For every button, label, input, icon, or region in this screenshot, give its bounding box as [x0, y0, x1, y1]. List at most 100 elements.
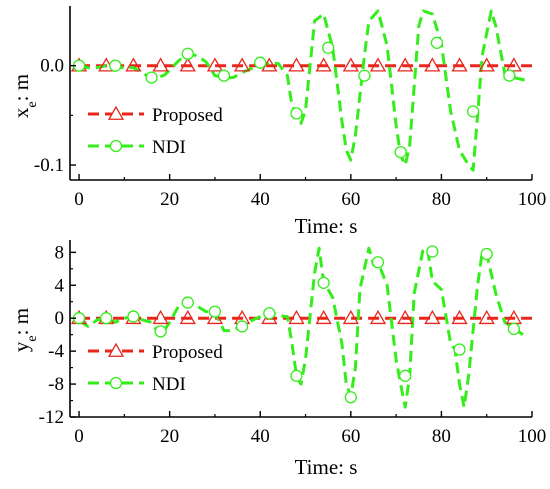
legend-label-ndi: NDI — [152, 137, 186, 158]
marker-ndi — [466, 105, 480, 118]
top-panel-xe: 0 20 40 60 80 100 -0.1 0.0 Time: s xe: m Proposed N… — [9, 6, 546, 238]
marker-ndi — [480, 247, 493, 261]
marker-ndi — [507, 322, 521, 336]
marker-proposed — [152, 309, 169, 325]
marker-proposed — [478, 57, 495, 72]
marker-proposed — [233, 57, 251, 72]
y-axis-label-main: x — [9, 107, 33, 118]
marker-proposed — [179, 57, 196, 72]
legend-marker-ndi — [109, 139, 123, 153]
marker-ndi — [430, 36, 444, 49]
marker-ndi — [503, 69, 516, 82]
marker-ndi — [358, 69, 371, 82]
marker-proposed — [342, 309, 359, 325]
x-tick-label: 80 — [432, 189, 451, 210]
marker-proposed — [478, 309, 495, 325]
series-line-ndi — [78, 246, 524, 409]
legend-label-ndi: NDI — [152, 374, 186, 395]
marker-ndi — [235, 320, 249, 333]
marker-proposed — [152, 57, 169, 72]
marker-proposed — [179, 309, 196, 325]
y-tick-label: -4 — [48, 341, 64, 362]
marker-proposed — [206, 309, 224, 325]
legend: Proposed NDI — [88, 342, 223, 395]
marker-ndi — [344, 391, 357, 404]
marker-proposed — [451, 309, 468, 325]
marker-ndi — [208, 305, 222, 318]
series-group — [70, 9, 532, 172]
marker-proposed — [369, 57, 387, 72]
marker-proposed — [206, 57, 224, 72]
y-tick-label: -12 — [39, 407, 64, 428]
legend-label-proposed: Proposed — [152, 105, 223, 126]
marker-proposed — [125, 57, 142, 72]
y-axis-label: xe: m — [9, 74, 40, 118]
x-tick-label: 60 — [341, 426, 360, 447]
x-tick-label: 100 — [518, 189, 547, 210]
legend-label-proposed: Proposed — [152, 342, 223, 363]
legend-marker-proposed — [107, 342, 125, 357]
y-axis-label-unit: : m — [9, 308, 33, 335]
marker-ndi — [109, 59, 122, 72]
legend-marker-ndi — [109, 376, 123, 390]
marker-ndi — [290, 107, 303, 120]
marker-proposed — [369, 309, 387, 325]
y-axis-label: ye: m — [9, 308, 40, 352]
marker-ndi — [426, 245, 439, 258]
marker-proposed — [424, 309, 441, 325]
marker-proposed — [451, 57, 468, 72]
x-tick-label: 60 — [341, 189, 360, 210]
y-tick-label: -8 — [48, 374, 64, 395]
marker-ndi — [322, 41, 335, 54]
marker-proposed — [397, 309, 414, 325]
y-axis-label-subscript: e — [25, 335, 40, 341]
marker-ndi — [100, 312, 113, 325]
marker-proposed — [288, 57, 305, 72]
marker-proposed — [315, 57, 332, 72]
marker-ndi — [317, 276, 330, 289]
bottom-panel-ye: 0 20 40 60 80 100 -12 -8 -4 0 4 8 Time: s ye: m Propos… — [9, 240, 546, 479]
marker-ndi — [154, 325, 167, 338]
x-axis-label: Time: s — [295, 214, 358, 238]
marker-proposed — [397, 57, 414, 72]
x-tick-label: 20 — [160, 426, 179, 447]
y-tick-label: 0.0 — [40, 56, 64, 77]
legend: Proposed NDI — [88, 105, 223, 158]
y-axis-label-subscript: e — [25, 101, 40, 107]
marker-ndi — [127, 310, 140, 323]
marker-ndi — [453, 343, 466, 356]
x-tick-label: 0 — [74, 426, 84, 447]
y-tick-label: 0 — [55, 308, 65, 329]
x-axis-label: Time: s — [295, 455, 358, 479]
legend-marker-proposed — [107, 105, 125, 120]
y-axis-label-main: y — [9, 341, 33, 352]
x-tick-label: 40 — [251, 189, 270, 210]
marker-proposed — [288, 309, 305, 325]
marker-ndi — [394, 146, 407, 159]
x-tick-label: 20 — [160, 189, 179, 210]
series-group — [70, 245, 532, 409]
marker-ndi — [145, 71, 158, 84]
marker-proposed — [315, 309, 332, 325]
x-tick-label: 80 — [432, 426, 451, 447]
marker-ndi — [181, 47, 194, 60]
marker-ndi — [263, 307, 276, 320]
marker-ndi — [290, 369, 303, 382]
marker-ndi — [254, 56, 267, 69]
marker-ndi — [371, 256, 385, 269]
marker-ndi — [217, 69, 231, 82]
marker-ndi — [399, 369, 412, 382]
marker-proposed — [505, 57, 523, 72]
marker-proposed — [424, 57, 441, 72]
x-tick-label: 40 — [251, 426, 270, 447]
x-tick-label: 100 — [518, 426, 547, 447]
y-axis-label-unit: : m — [9, 74, 33, 101]
marker-proposed — [342, 57, 359, 72]
y-tick-label: -0.1 — [34, 155, 64, 176]
marker-ndi — [181, 296, 194, 309]
y-tick-label: 8 — [55, 242, 65, 263]
y-tick-label: 4 — [55, 275, 65, 296]
x-tick-label: 0 — [74, 189, 84, 210]
series-line-ndi — [78, 9, 528, 172]
